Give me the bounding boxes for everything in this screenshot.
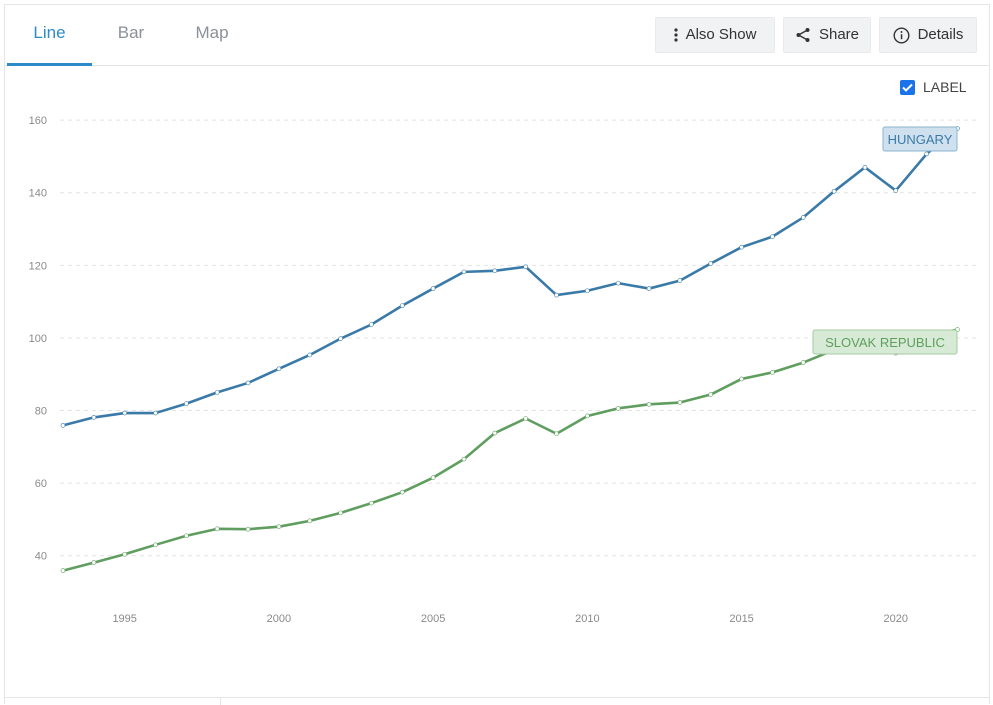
data-point-slovak-republic bbox=[430, 475, 436, 480]
also-show-button[interactable]: Also Show bbox=[655, 17, 775, 53]
data-point-hungary bbox=[184, 401, 189, 406]
x-tick-label: 2015 bbox=[729, 613, 753, 625]
data-point-slovak-republic bbox=[708, 392, 714, 397]
series-label-box bbox=[882, 126, 958, 152]
series-line-hungary bbox=[62, 127, 959, 427]
data-point-slovak-republic bbox=[739, 376, 744, 382]
y-tick-label: 40 bbox=[35, 551, 47, 563]
details-button[interactable]: Details bbox=[879, 17, 977, 53]
view-tab-bar: Line Bar Map Also Show Share bbox=[5, 5, 989, 66]
more-vertical-icon bbox=[673, 28, 678, 42]
y-tick-label: 120 bbox=[29, 260, 47, 272]
data-point-slovak-republic bbox=[677, 400, 683, 405]
series-line-slovak-republic bbox=[62, 328, 958, 572]
y-tick-label: 80 bbox=[35, 406, 47, 418]
x-tick-label: 1995 bbox=[112, 613, 136, 625]
data-point-slovak-republic bbox=[800, 360, 806, 365]
data-point-hungary bbox=[831, 188, 837, 194]
data-point-slovak-republic bbox=[214, 526, 220, 532]
checkmark-icon bbox=[902, 83, 913, 92]
data-point-slovak-republic bbox=[770, 370, 775, 375]
data-point-slovak-republic bbox=[307, 518, 313, 524]
data-point-slovak-republic bbox=[461, 456, 467, 462]
x-tick-label: 2005 bbox=[421, 613, 445, 625]
series-label-text: HUNGARY bbox=[888, 132, 953, 147]
share-icon bbox=[795, 27, 811, 43]
info-icon bbox=[893, 26, 910, 44]
label-checkbox[interactable] bbox=[900, 79, 915, 95]
data-point-slovak-republic bbox=[60, 568, 66, 573]
data-point-hungary bbox=[924, 151, 929, 157]
y-tick-label: 100 bbox=[29, 333, 47, 345]
series-label-slovak-republic: SLOVAK REPUBLIC bbox=[812, 329, 958, 355]
data-point-hungary bbox=[800, 215, 806, 220]
data-point-hungary bbox=[739, 244, 744, 250]
data-point-slovak-republic bbox=[523, 416, 528, 421]
data-point-slovak-republic bbox=[122, 551, 127, 557]
data-point-slovak-republic bbox=[585, 413, 590, 419]
y-tick-label: 140 bbox=[29, 188, 47, 200]
x-tick-label: 2020 bbox=[884, 613, 908, 625]
data-point-slovak-republic bbox=[646, 402, 652, 407]
data-point-hungary bbox=[585, 288, 590, 294]
data-point-hungary bbox=[615, 280, 621, 286]
data-point-hungary bbox=[307, 352, 313, 358]
data-point-slovak-republic bbox=[399, 489, 405, 495]
data-point-hungary bbox=[708, 261, 714, 266]
data-point-hungary bbox=[677, 278, 683, 283]
data-point-hungary bbox=[770, 234, 775, 239]
label-toggle-text: LABEL bbox=[923, 79, 967, 95]
data-point-hungary bbox=[492, 268, 498, 274]
data-point-hungary bbox=[338, 336, 343, 341]
data-point-hungary bbox=[461, 269, 467, 275]
share-button[interactable]: Share bbox=[783, 17, 871, 53]
data-point-hungary bbox=[91, 415, 97, 420]
tab-bar[interactable]: Bar bbox=[117, 23, 145, 42]
chart-panel: Line Bar Map Also Show Share bbox=[4, 4, 990, 704]
series-label-box bbox=[812, 329, 958, 355]
data-point-hungary bbox=[893, 188, 899, 193]
data-point-slovak-republic bbox=[615, 406, 621, 411]
data-point-slovak-republic bbox=[276, 524, 282, 529]
y-tick-label: 160 bbox=[29, 115, 47, 127]
data-point-hungary bbox=[245, 380, 251, 386]
data-point-slovak-republic bbox=[554, 431, 559, 437]
tab-map[interactable]: Map bbox=[195, 23, 229, 42]
data-point-hungary bbox=[430, 286, 436, 291]
data-point-slovak-republic bbox=[338, 510, 343, 516]
data-point-hungary bbox=[399, 303, 405, 308]
x-tick-label: 2010 bbox=[575, 613, 599, 625]
data-point-slovak-republic bbox=[492, 430, 498, 436]
data-point-slovak-republic bbox=[184, 533, 189, 539]
data-point-hungary bbox=[214, 390, 220, 395]
series-label-hungary: HUNGARY bbox=[882, 126, 958, 152]
data-point-slovak-republic bbox=[245, 526, 251, 532]
x-tick-label: 2000 bbox=[267, 613, 291, 625]
also-show-label: Also Show bbox=[685, 26, 757, 43]
data-point-slovak-republic bbox=[153, 542, 158, 548]
data-point-slovak-republic bbox=[91, 560, 97, 565]
details-label: Details bbox=[917, 26, 964, 43]
data-point-hungary bbox=[523, 264, 528, 270]
data-point-hungary bbox=[646, 286, 652, 291]
series-label-text: SLOVAK REPUBLIC bbox=[825, 335, 945, 350]
data-point-hungary bbox=[60, 423, 66, 428]
label-toggle[interactable]: LABEL bbox=[900, 78, 967, 96]
data-point-slovak-republic bbox=[369, 500, 374, 506]
data-point-hungary bbox=[862, 165, 868, 170]
data-point-hungary bbox=[369, 322, 374, 327]
y-tick-label: 60 bbox=[35, 478, 47, 490]
bottom-strip bbox=[4, 697, 990, 705]
data-point-hungary bbox=[276, 366, 282, 372]
data-point-hungary bbox=[122, 410, 127, 416]
tab-line[interactable]: Line bbox=[7, 5, 92, 66]
data-point-hungary bbox=[554, 292, 559, 298]
share-label: Share bbox=[818, 26, 860, 43]
data-point-hungary bbox=[153, 410, 158, 416]
